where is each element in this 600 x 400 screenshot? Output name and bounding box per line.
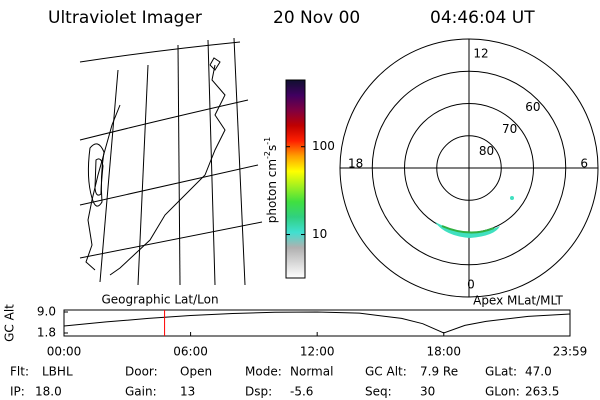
polar-plot — [339, 38, 599, 298]
info-value: 263.5 — [525, 385, 559, 399]
colorbar — [285, 79, 306, 279]
unit-exp: -1 — [263, 137, 272, 145]
info-value: 30 — [420, 385, 435, 399]
info-value: 7.9 Re — [420, 365, 458, 379]
info-label: IP: — [10, 385, 25, 399]
info-value: Normal — [290, 365, 333, 379]
unit-text: s — [265, 145, 279, 151]
mlt-label: 12 — [473, 47, 488, 61]
info-label: Door: — [125, 365, 158, 379]
instrument: Ultraviolet Imager — [48, 8, 202, 28]
info-value: Open — [180, 365, 212, 379]
geo-map — [79, 37, 263, 286]
info-label: Gain: — [125, 385, 157, 399]
info-label: Flt: — [10, 365, 29, 379]
x-tick-label: 12:00 — [300, 345, 335, 359]
lat-ring — [371, 70, 567, 266]
info-label: GLon: — [485, 385, 520, 399]
x-tick-label: 06:00 — [173, 345, 208, 359]
lat-label: 70 — [502, 122, 517, 136]
info-value: 13 — [180, 385, 195, 399]
mlt-label: 0 — [467, 278, 475, 292]
x-tick-label: 00:00 — [47, 345, 82, 359]
lat-label: 80 — [479, 144, 494, 158]
polar-label: Apex MLat/MLT — [473, 294, 563, 308]
info-label: GC Alt: — [365, 365, 407, 379]
info-value: LBHL — [42, 365, 73, 379]
info-label: Dsp: — [245, 385, 272, 399]
info-label: Seq: — [365, 385, 392, 399]
y-axis-label: GC Alt — [3, 304, 17, 342]
lat-ring — [436, 135, 502, 201]
colorbar-label: photon cm-2s-1 — [263, 137, 279, 224]
date: 20 Nov 00 — [273, 8, 360, 28]
map-label: Geographic Lat/Lon — [101, 293, 218, 307]
x-tick-label: 23:59 — [553, 345, 588, 359]
info-value: 47.0 — [525, 365, 552, 379]
altitude-line — [63, 311, 571, 334]
lat-label: 60 — [525, 100, 540, 114]
y-tick-label: 9.0 — [37, 305, 56, 319]
unit-exp: -2 — [263, 151, 272, 159]
mlt-label: 6 — [580, 157, 588, 171]
colorbar-tick-label: 10 — [312, 227, 327, 241]
time: 04:46:04 UT — [430, 8, 535, 28]
x-tick-label: 18:00 — [426, 345, 461, 359]
mlt-label: 18 — [348, 157, 363, 171]
info-value: -5.6 — [290, 385, 313, 399]
info-label: GLat: — [485, 365, 517, 379]
aurora — [435, 196, 514, 238]
info-value: 18.0 — [35, 385, 62, 399]
colorbar-tick-label: 100 — [312, 139, 335, 153]
y-tick-label: 1.8 — [37, 326, 56, 340]
info-label: Mode: — [245, 365, 282, 379]
unit-text: photon cm — [265, 159, 279, 223]
